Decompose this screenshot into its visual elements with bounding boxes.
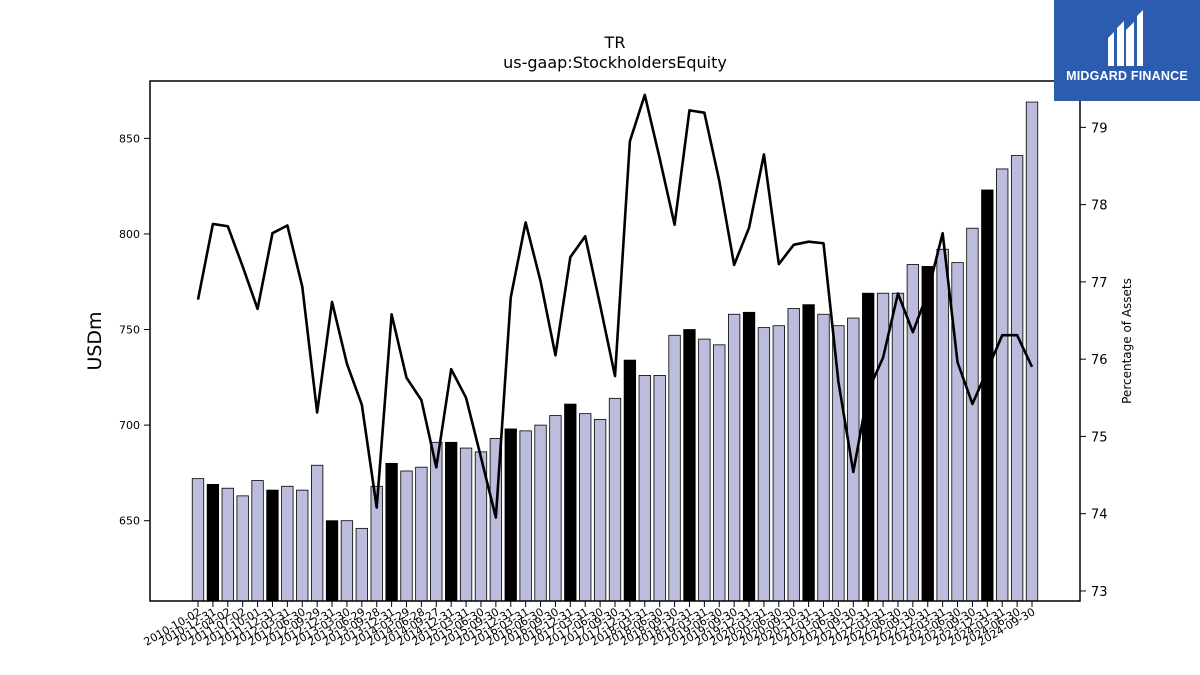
bars-group [191, 101, 1039, 602]
bar [459, 447, 473, 602]
bar [757, 327, 771, 602]
y2-tick-label: 78 [1091, 199, 1108, 214]
left-axis: 650 700 750 800 850 [119, 132, 150, 528]
bar [564, 403, 577, 602]
bar [698, 338, 711, 602]
bar [206, 483, 220, 602]
bar [251, 480, 264, 602]
y2-tick-label: 76 [1091, 353, 1108, 368]
y-axis-label: USDm [84, 311, 106, 370]
bar [727, 313, 741, 602]
chart-subtitle: us-gaap:StockholdersEquity [503, 53, 727, 72]
bar [921, 266, 934, 602]
bar [817, 313, 830, 602]
bar [534, 424, 547, 602]
right-axis: 73 74 75 76 77 78 79 [1080, 121, 1108, 600]
x-axis: 2010-10-022010-12-312011-04-022011-07-02… [142, 601, 1038, 649]
bar [385, 462, 398, 602]
bar [638, 375, 651, 602]
y-tick-label: 750 [119, 324, 140, 337]
line-group [196, 93, 1034, 519]
bar [608, 397, 622, 602]
bar [891, 292, 905, 602]
bar [519, 430, 532, 602]
bar [847, 317, 860, 602]
bar [415, 466, 428, 602]
bar [445, 441, 458, 602]
bar [653, 375, 666, 602]
y2-tick-label: 77 [1091, 276, 1108, 291]
midgard-m-icon [1108, 10, 1143, 66]
bar [400, 470, 413, 602]
bar [340, 520, 354, 602]
bar [936, 248, 949, 602]
bar [832, 325, 845, 602]
bar [236, 495, 249, 602]
bar [1025, 101, 1039, 602]
y2-tick-label: 73 [1091, 585, 1108, 600]
bar [1010, 155, 1024, 602]
y2-tick-label: 74 [1091, 508, 1108, 523]
bar [504, 428, 517, 602]
bar [668, 334, 681, 602]
brand-logo: MIDGARD FINANCE [1054, 0, 1200, 101]
bar [281, 485, 294, 602]
bar [742, 311, 756, 602]
bar [683, 329, 696, 602]
bar [221, 487, 234, 602]
bar [325, 520, 339, 602]
bar [981, 189, 994, 602]
bar [355, 527, 368, 602]
bar [951, 262, 964, 602]
bar [966, 227, 979, 602]
y2-tick-label: 75 [1091, 430, 1108, 445]
chart-title: TR [604, 33, 626, 52]
y2-axis-label: Percentage of Assets [1120, 278, 1134, 404]
bar [862, 292, 875, 602]
bar [579, 413, 592, 602]
bar [296, 489, 309, 602]
y2-tick-label: 79 [1091, 121, 1108, 136]
bar [772, 325, 785, 602]
bar [266, 489, 279, 602]
brand-name: MIDGARD FINANCE [1066, 69, 1188, 83]
y-tick-label: 800 [119, 228, 140, 241]
bar [802, 304, 815, 602]
bar [996, 168, 1009, 602]
y-tick-label: 650 [119, 515, 140, 528]
bar [906, 264, 920, 602]
bar [713, 344, 726, 602]
y-tick-label: 850 [119, 132, 140, 145]
bar [787, 308, 800, 602]
y-tick-label: 700 [119, 419, 140, 432]
bar [310, 464, 324, 602]
percentage-line [196, 93, 1034, 519]
bar [623, 359, 637, 602]
bar [593, 418, 607, 602]
bar [191, 478, 205, 602]
bar [549, 415, 562, 602]
